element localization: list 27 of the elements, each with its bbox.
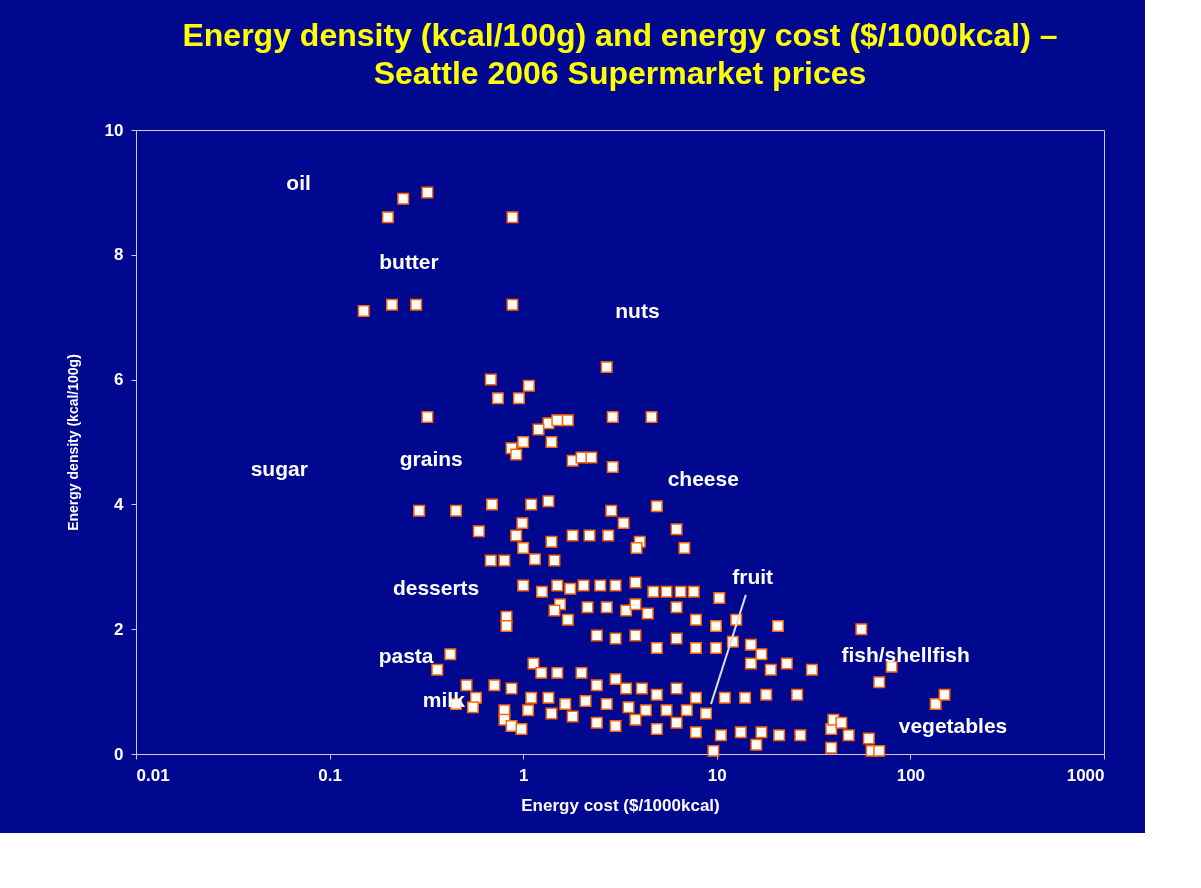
y-tick-label: 0	[114, 744, 124, 764]
annotation: nuts	[615, 299, 660, 323]
annotation: fruit	[732, 565, 774, 589]
y-tick-label: 4	[114, 494, 125, 514]
annotation: grains	[399, 447, 463, 471]
annotation: fish/shellfish	[841, 643, 970, 667]
y-axis-title: Energy density (kcal/100g)	[64, 354, 81, 531]
annotation: desserts	[392, 576, 480, 600]
x-axis-title: Energy cost ($/1000kcal)	[521, 795, 720, 815]
x-tick-label: 1	[518, 765, 529, 785]
annotation: sugar	[250, 457, 308, 481]
y-tick-label: 10	[104, 120, 124, 140]
x-tick-label: 0.01	[136, 765, 170, 785]
annotation: pasta	[378, 644, 434, 668]
y-tick-label: 2	[114, 619, 124, 639]
x-tick-label: 0.1	[318, 765, 342, 785]
text: Seattle 2006 Supermarket prices	[373, 55, 867, 91]
y-tick-label: 8	[114, 245, 124, 265]
annotation: oil	[286, 171, 311, 195]
text: Energy density (kcal/100g) and energy cost ($/1000kcal) –	[182, 17, 1058, 53]
annotation: vegetables	[898, 714, 1008, 738]
x-tick-label: 1000	[1066, 765, 1105, 785]
y-tick-label: 6	[114, 370, 124, 390]
x-tick-label: 100	[896, 765, 926, 785]
x-tick-label: 10	[707, 765, 727, 785]
annotation: butter	[379, 249, 439, 273]
annotation: cheese	[667, 467, 739, 491]
